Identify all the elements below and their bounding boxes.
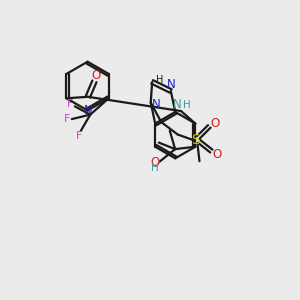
Text: O: O (150, 156, 159, 169)
Text: H: H (156, 75, 163, 85)
Text: N: N (173, 98, 182, 111)
Text: O: O (212, 148, 221, 160)
Text: F: F (67, 99, 73, 109)
Text: N: N (84, 104, 93, 117)
Text: F: F (76, 131, 82, 141)
Text: H: H (151, 163, 158, 173)
Text: H: H (183, 100, 191, 110)
Text: O: O (91, 70, 101, 83)
Text: S: S (191, 133, 200, 147)
Text: F: F (64, 114, 70, 124)
Text: N: N (152, 98, 161, 111)
Text: O: O (210, 117, 219, 130)
Text: N: N (167, 78, 175, 91)
